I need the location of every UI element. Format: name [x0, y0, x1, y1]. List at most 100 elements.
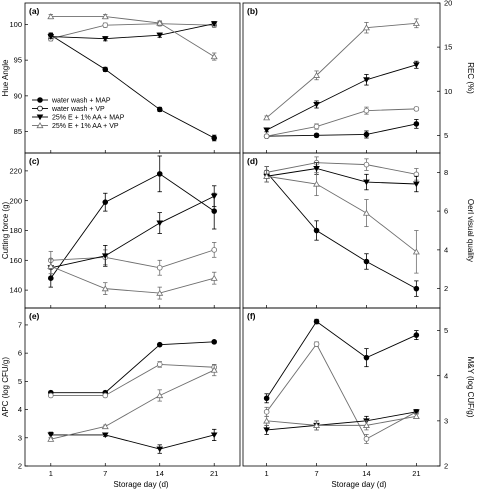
y-tick-label: 7 — [18, 321, 22, 330]
panel-label: (c) — [29, 156, 40, 166]
data-point — [412, 248, 420, 255]
y-tick-label: 4 — [18, 405, 22, 414]
y-tick-label: 10 — [444, 87, 452, 96]
y-tick-label: 15 — [444, 43, 452, 52]
data-point — [313, 421, 321, 428]
data-point — [413, 106, 420, 112]
series-line — [50, 249, 215, 269]
data-point — [47, 435, 55, 442]
series-water-wash-vp — [263, 156, 420, 181]
data-point — [101, 36, 109, 42]
series-line — [50, 23, 215, 40]
panel-f: 1 7 14 21 2 3 4 5 M&Y (log CUF/g) (f) — [242, 307, 475, 478]
series-line — [266, 411, 417, 431]
data-point — [263, 409, 270, 415]
series-25-e-1-aa-vp — [263, 170, 420, 274]
series-line — [266, 172, 417, 290]
y-tick-label: 3 — [18, 433, 22, 442]
data-point — [211, 208, 218, 214]
data-point — [156, 289, 164, 296]
series-line — [50, 195, 215, 269]
data-point — [263, 133, 270, 140]
y-tick-label: 5 — [18, 377, 22, 386]
x-tick-label: 7 — [314, 469, 318, 478]
series-25-e-1-aa-map — [263, 409, 420, 435]
x-axis-title-right: Storage day (d) — [331, 480, 386, 489]
panel-frame — [24, 307, 241, 467]
data-point — [363, 161, 370, 168]
y-axis-title: REC (%) — [466, 62, 475, 94]
data-point — [211, 247, 218, 253]
x-tick-label: 14 — [362, 469, 370, 478]
data-point — [413, 121, 420, 127]
series-line — [266, 168, 417, 185]
panel-label: (a) — [29, 6, 40, 16]
data-point — [156, 32, 164, 39]
data-point — [47, 392, 54, 399]
legend-marker — [37, 97, 43, 103]
legend-marker — [36, 122, 44, 129]
data-point — [47, 34, 55, 40]
y-tick-label: 140 — [9, 286, 22, 295]
series-line — [50, 341, 215, 394]
data-point — [413, 285, 420, 292]
y-tick-label: 6 — [444, 207, 448, 216]
data-point — [210, 366, 218, 373]
data-point — [47, 432, 55, 439]
data-point — [211, 135, 218, 141]
y-tick-label: 3 — [444, 416, 448, 425]
data-point — [156, 106, 163, 113]
panel-frame — [24, 152, 241, 309]
data-point — [363, 258, 370, 265]
data-point — [413, 332, 420, 338]
series-line — [50, 265, 215, 294]
y-axis-title: M&Y (log CUF/g) — [466, 357, 475, 418]
data-point — [413, 62, 420, 68]
series-water-wash-vp — [47, 20, 218, 42]
y-tick-label: 6 — [18, 349, 22, 358]
data-point — [363, 436, 370, 442]
series-line — [266, 415, 417, 426]
y-tick-label: 160 — [9, 256, 22, 265]
series-water-wash-map — [47, 155, 218, 288]
series-25-e-1-aa-vp — [263, 412, 420, 431]
data-point — [156, 341, 163, 348]
data-point — [156, 19, 164, 26]
legend-label: water wash + MAP — [51, 98, 111, 105]
series-line — [266, 320, 417, 399]
data-point — [156, 264, 163, 271]
data-point — [313, 341, 320, 347]
series-25-e-1-aa-vp — [263, 18, 420, 121]
y-tick-label: 20 — [444, 0, 452, 8]
series-line — [50, 16, 215, 57]
legend-label: water wash + VP — [51, 106, 105, 113]
data-point — [47, 13, 55, 20]
series-line — [50, 434, 215, 450]
data-point — [363, 107, 370, 114]
y-tick-label: 90 — [14, 91, 22, 100]
y-tick-label: 4 — [444, 371, 448, 380]
data-point — [263, 172, 271, 179]
panel-frame — [242, 152, 441, 309]
data-point — [313, 101, 320, 108]
data-point — [412, 19, 420, 26]
series-line — [266, 22, 417, 119]
data-point — [101, 285, 109, 292]
series-25-e-1-aa-map — [47, 21, 218, 42]
panel-label: (e) — [29, 311, 40, 321]
data-point — [362, 421, 370, 428]
series-water-wash-vp — [263, 106, 420, 140]
y-tick-label: 5 — [444, 131, 448, 140]
data-point — [263, 395, 270, 402]
data-point — [210, 193, 218, 200]
data-point — [313, 166, 320, 172]
data-point — [363, 131, 370, 138]
y-tick-label: 95 — [14, 56, 22, 65]
y-tick-label: 4 — [444, 245, 448, 254]
data-point — [211, 339, 218, 345]
data-point — [102, 392, 109, 399]
data-point — [101, 13, 109, 20]
data-point — [156, 220, 164, 227]
data-point — [413, 409, 420, 416]
